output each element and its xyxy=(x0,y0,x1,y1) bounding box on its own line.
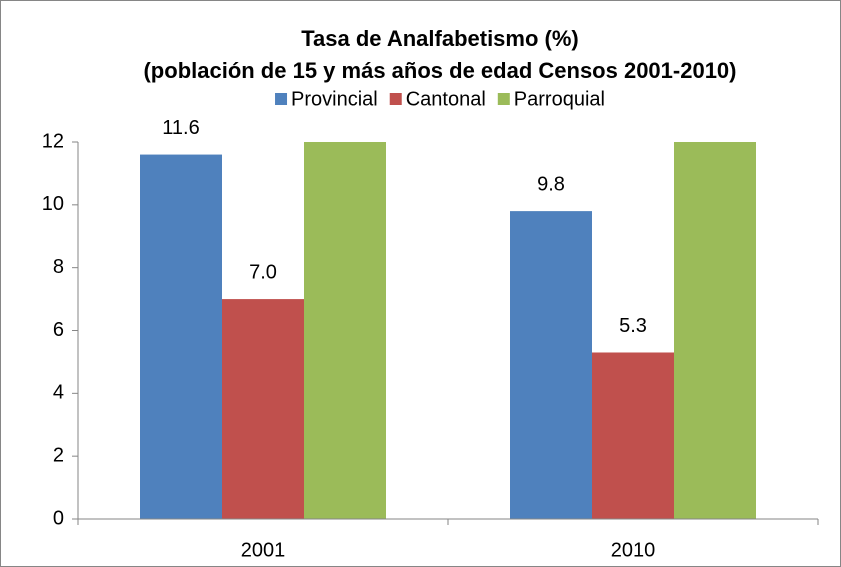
y-tick-label: 8 xyxy=(53,256,64,278)
value-label: 9.8 xyxy=(537,173,565,195)
value-label: 11.6 xyxy=(162,117,199,139)
bar xyxy=(304,142,386,519)
chart-subtitle: (población de 15 y más años de edad Cens… xyxy=(143,58,736,83)
x-tick-label: 2010 xyxy=(611,539,656,561)
y-tick-label: 6 xyxy=(53,319,64,341)
legend: Provincial Cantonal Parroquial xyxy=(275,88,605,110)
value-label: 7.0 xyxy=(249,261,277,283)
bar xyxy=(510,211,592,519)
bar xyxy=(674,142,756,519)
bar xyxy=(592,352,674,519)
y-tick-label: 10 xyxy=(42,193,64,215)
legend-swatch xyxy=(389,93,402,105)
legend-label: Parroquial xyxy=(514,88,605,110)
legend-label: Cantonal xyxy=(406,88,486,110)
chart-title: Tasa de Analfabetismo (%) xyxy=(301,26,579,51)
legend-swatch xyxy=(275,93,288,105)
y-tick-label: 12 xyxy=(42,130,64,152)
bar xyxy=(140,154,222,520)
value-label: 5.3 xyxy=(619,315,647,337)
legend-label: Provincial xyxy=(291,88,378,110)
legend-swatch xyxy=(497,93,510,105)
x-tick-label: 2001 xyxy=(241,539,286,561)
bar xyxy=(222,299,304,519)
y-tick-label: 2 xyxy=(53,444,64,466)
y-tick-label: 0 xyxy=(53,507,64,529)
y-tick-label: 4 xyxy=(53,382,64,404)
